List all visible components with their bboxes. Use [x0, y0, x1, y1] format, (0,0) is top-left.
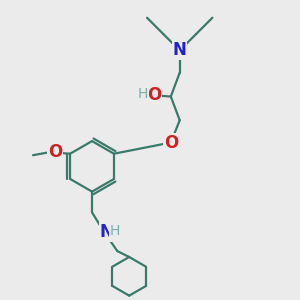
Text: H: H: [138, 87, 148, 101]
Text: O: O: [147, 86, 161, 104]
Text: N: N: [99, 223, 113, 241]
Text: H: H: [110, 224, 120, 238]
Text: N: N: [173, 41, 187, 59]
Text: O: O: [164, 134, 178, 152]
Text: O: O: [48, 143, 62, 161]
